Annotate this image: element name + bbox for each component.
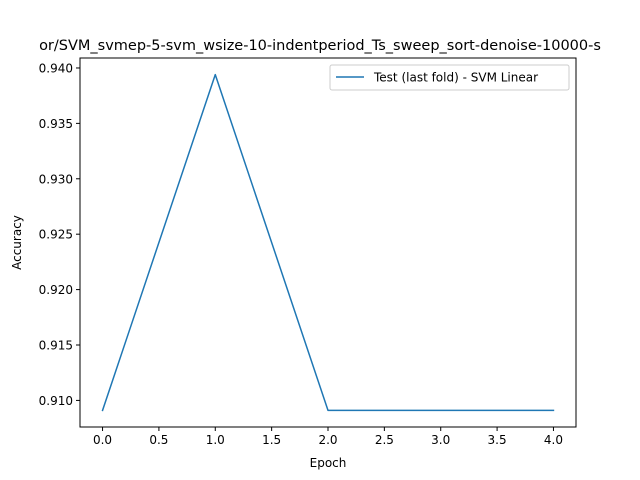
x-tick-label: 2.0: [318, 433, 337, 447]
x-tick-label: 0.5: [149, 433, 168, 447]
y-tick-label: 0.940: [39, 61, 73, 75]
x-axis-label: Epoch: [310, 456, 347, 470]
x-tick-label: 1.0: [206, 433, 225, 447]
x-tick-label: 3.5: [488, 433, 507, 447]
x-tick-label: 0.0: [93, 433, 112, 447]
x-axis: 0.0 0.5 1.0 1.5 2.0 2.5 3.0 3.5 4.0: [93, 427, 563, 447]
y-tick-label: 0.930: [39, 172, 73, 186]
y-tick-label: 0.935: [39, 117, 73, 131]
y-tick-label: 0.910: [39, 394, 73, 408]
y-axis: 0.910 0.915 0.920 0.925 0.930 0.935 0.940: [39, 61, 80, 408]
x-tick-label: 4.0: [544, 433, 563, 447]
plot-area: [101, 73, 555, 412]
y-tick-label: 0.925: [39, 228, 73, 242]
legend-entry-label: Test (last fold) - SVM Linear: [373, 71, 538, 85]
chart-title: or/SVM_svmep-5-svm_wsize-10-indentperiod…: [39, 38, 601, 54]
legend: Test (last fold) - SVM Linear: [329, 64, 570, 91]
x-tick-label: 1.5: [262, 433, 281, 447]
x-tick-label: 3.0: [431, 433, 450, 447]
x-tick-label: 2.5: [375, 433, 394, 447]
y-axis-label: Accuracy: [10, 215, 24, 270]
legend-box: [329, 64, 570, 91]
y-tick-label: 0.920: [39, 283, 73, 297]
y-tick-label: 0.915: [39, 339, 73, 353]
